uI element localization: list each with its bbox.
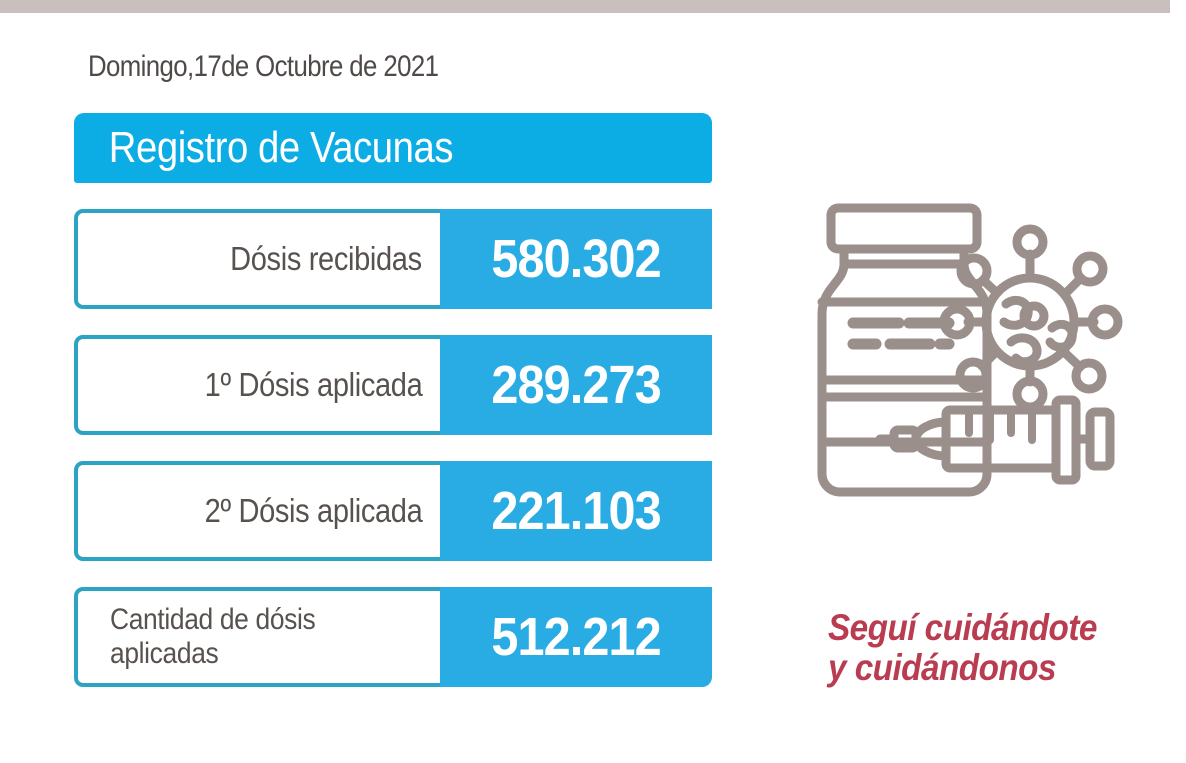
vaccine-vial-virus-syringe-icon <box>806 192 1126 512</box>
row-label-box: 1º Dósis aplicada <box>74 335 440 435</box>
row-value: 580.302 <box>491 229 661 289</box>
row-label: Cantidad de dósis aplicadas <box>110 603 316 670</box>
panel-header: Registro de Vacunas <box>74 113 712 183</box>
date-label: Domingo,17de Octubre de 2021 <box>88 50 439 83</box>
row-label: 2º Dósis aplicada <box>204 492 422 530</box>
panel-title: Registro de Vacunas <box>108 123 454 172</box>
vaccine-registry-panel: Registro de Vacunas Dósis recibidas 580.… <box>74 113 714 687</box>
row-label: 1º Dósis aplicada <box>204 366 422 404</box>
row-value-box: 221.103 <box>440 461 712 561</box>
row-value: 512.212 <box>491 607 661 667</box>
row-label-box: Cantidad de dósis aplicadas <box>74 587 440 687</box>
table-row: 1º Dósis aplicada 289.273 <box>74 335 712 435</box>
row-label: Dósis recibidas <box>230 240 422 278</box>
row-value-box: 512.212 <box>440 587 712 687</box>
table-row: Dósis recibidas 580.302 <box>74 209 712 309</box>
row-value-box: 289.273 <box>440 335 712 435</box>
row-value: 289.273 <box>491 355 661 415</box>
row-value-box: 580.302 <box>440 209 712 309</box>
row-label-box: Dósis recibidas <box>74 209 440 309</box>
row-label-box: 2º Dósis aplicada <box>74 461 440 561</box>
campaign-slogan: Seguí cuidándote y cuidándonos <box>828 607 1097 688</box>
top-decorative-strip <box>0 0 1170 13</box>
table-row: 2º Dósis aplicada 221.103 <box>74 461 712 561</box>
row-value: 221.103 <box>491 481 661 541</box>
table-row: Cantidad de dósis aplicadas 512.212 <box>74 587 712 687</box>
